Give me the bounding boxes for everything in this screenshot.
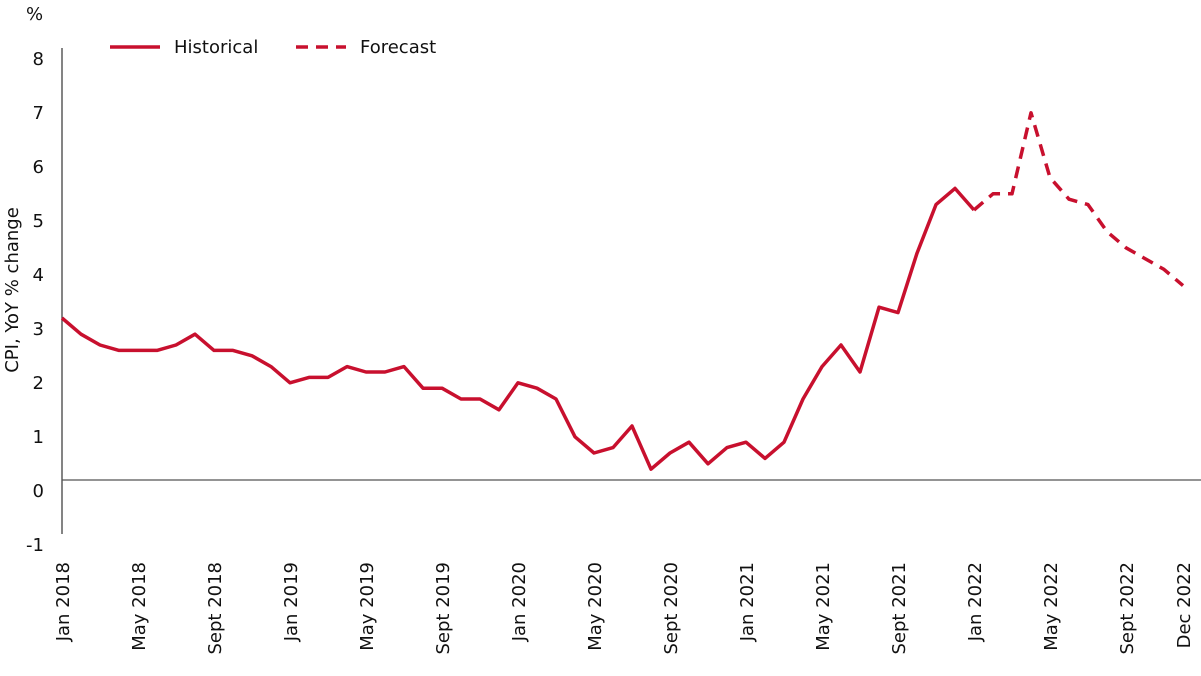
y-tick-label: 3 xyxy=(33,319,44,340)
x-tick-label: Sept 2018 xyxy=(205,562,226,655)
y-tick-label: 1 xyxy=(33,427,44,448)
y-tick-label: 5 xyxy=(33,211,44,232)
x-tick-label: Dec 2022 xyxy=(1174,562,1195,648)
x-tick-label: Jan 2022 xyxy=(965,562,986,642)
y-unit: % xyxy=(26,4,43,25)
y-tick-label: 2 xyxy=(33,373,44,394)
x-tick-label: Jan 2021 xyxy=(737,562,758,642)
x-tick-label: Sept 2022 xyxy=(1117,562,1138,655)
y-tick-label: -1 xyxy=(26,535,44,556)
x-tick-label: Sept 2019 xyxy=(433,562,454,655)
y-tick-label: 0 xyxy=(33,481,44,502)
x-tick-label: May 2021 xyxy=(813,562,834,651)
y-tick-label: 6 xyxy=(33,157,44,178)
x-tick-label: May 2018 xyxy=(129,562,150,651)
y-tick-label: 8 xyxy=(33,49,44,70)
x-tick-label: Jan 2020 xyxy=(509,562,530,642)
legend-label: Forecast xyxy=(360,37,436,58)
line-series xyxy=(60,186,976,471)
x-tick-label: May 2022 xyxy=(1041,562,1062,651)
x-tick-label: Sept 2021 xyxy=(889,562,910,655)
x-tick-label: May 2019 xyxy=(357,562,378,651)
line-series xyxy=(972,111,1185,287)
x-tick-label: Jan 2018 xyxy=(53,562,74,642)
x-tick-label: Jan 2019 xyxy=(281,562,302,642)
y-tick-label: 4 xyxy=(33,265,44,286)
y-axis-title: CPI, YoY % change xyxy=(2,207,23,373)
x-tick-label: Sept 2020 xyxy=(661,562,682,655)
x-tick-label: May 2020 xyxy=(585,562,606,651)
y-tick-label: 7 xyxy=(33,103,44,124)
legend-label: Historical xyxy=(174,37,258,58)
